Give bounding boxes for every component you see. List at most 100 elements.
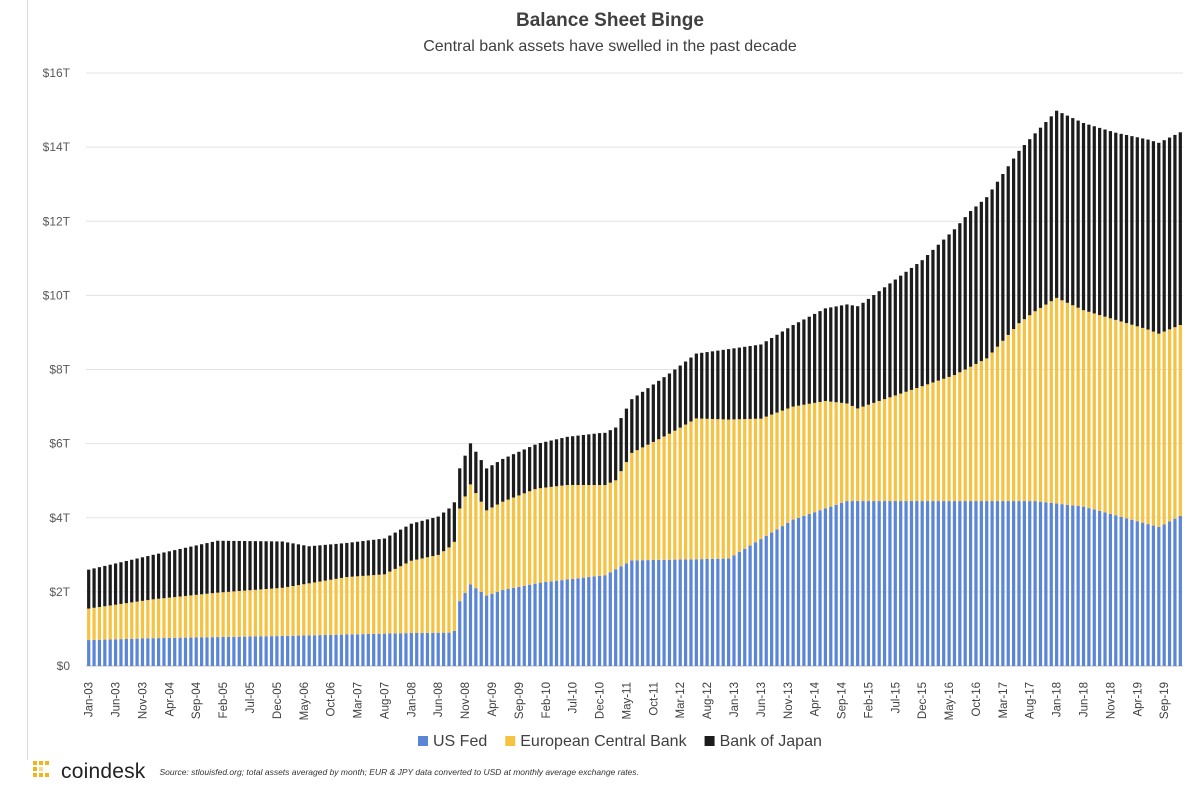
bar-segment <box>942 378 946 502</box>
bar-segment <box>1114 132 1118 320</box>
bar-segment <box>544 441 548 488</box>
bar-segment <box>458 468 462 509</box>
bar-segment <box>877 401 881 502</box>
bar-segment <box>146 556 150 601</box>
bar-segment <box>1028 315 1032 502</box>
bar-segment <box>1167 137 1172 330</box>
bar-segment <box>522 449 526 494</box>
bar-segment <box>1065 115 1069 303</box>
bar-segment <box>737 419 741 553</box>
bar-segment <box>597 485 602 576</box>
bar-segment <box>1006 334 1010 502</box>
bar-segment <box>554 580 559 666</box>
bar-segment <box>657 380 661 440</box>
bar-segment <box>334 578 338 635</box>
bar-segment <box>581 485 586 578</box>
bar-segment <box>210 637 214 666</box>
bar-segment <box>764 535 768 666</box>
bar-segment <box>581 577 586 666</box>
bar-segment <box>269 588 274 637</box>
bar-segment <box>770 532 774 666</box>
bar-segment <box>587 577 591 666</box>
bar-segment <box>302 545 306 585</box>
bar-segment <box>791 406 795 520</box>
bar-segment <box>802 319 806 405</box>
source-note: Source: stlouisfed.org; total assets ave… <box>159 767 639 777</box>
bar-segment <box>1017 323 1021 502</box>
bar-segment <box>888 283 892 398</box>
bar-segment <box>485 510 489 596</box>
chart-subtitle: Central bank assets have swelled in the … <box>423 38 797 55</box>
bar-segment <box>323 580 327 635</box>
bar-segment <box>1044 122 1048 305</box>
bar-segment <box>490 465 494 508</box>
bar-segment <box>501 590 505 666</box>
bar-segment <box>549 486 553 582</box>
bar-segment <box>275 636 279 666</box>
bar-segment <box>560 580 564 666</box>
bar-segment <box>1162 524 1166 666</box>
bar-segment <box>737 347 741 420</box>
bar-segment <box>458 508 462 602</box>
bar-segment <box>1167 329 1172 522</box>
x-tick-label: Oct-11 <box>648 682 660 716</box>
bar-segment <box>108 564 112 606</box>
bar-segment <box>694 353 698 419</box>
bar-segment <box>856 408 860 502</box>
bar-segment <box>226 540 231 592</box>
x-tick-label: Nov-03 <box>137 682 149 719</box>
bar-segment <box>253 589 258 637</box>
bar-segment <box>140 638 145 666</box>
bar-segment <box>269 636 274 666</box>
bar-segment <box>1092 126 1096 314</box>
bar-segment <box>565 485 569 580</box>
bar-segment <box>630 452 634 561</box>
bar-segment <box>963 501 967 666</box>
y-tick-label: $10T <box>43 288 71 302</box>
bar-segment <box>280 635 284 666</box>
x-tick-label: Jan-03 <box>84 682 96 717</box>
bar-segment <box>463 455 467 497</box>
bar-segment <box>780 410 784 527</box>
bar-segment <box>296 635 301 666</box>
bar-segment <box>603 485 607 576</box>
bar-segment <box>398 566 403 634</box>
bar-segment <box>1178 325 1182 516</box>
bar-segment <box>748 346 752 419</box>
bar-segment <box>1103 129 1107 317</box>
bar-segment <box>1119 321 1123 517</box>
bar-segment <box>968 501 973 666</box>
bar-segment <box>920 386 924 502</box>
bar-segment <box>979 361 983 502</box>
bar-segment <box>877 291 881 401</box>
bar-segment <box>1033 311 1037 502</box>
bar-segment <box>952 229 957 376</box>
bar-segment <box>845 403 849 502</box>
bar-segment <box>1103 512 1107 666</box>
bar-segment <box>103 565 107 607</box>
bar-segment <box>764 341 768 417</box>
bar-segment <box>1119 516 1123 666</box>
bar-segment <box>576 435 580 486</box>
bar-segment <box>1146 329 1150 525</box>
bar-segment <box>796 405 801 518</box>
bar-segment <box>108 639 112 666</box>
bar-segment <box>571 436 575 486</box>
bar-segment <box>1178 132 1182 326</box>
bar-segment <box>431 556 435 633</box>
bar-segment <box>931 249 935 383</box>
bar-segment <box>667 559 672 666</box>
bar-segment <box>683 424 688 560</box>
bar-segment <box>775 334 779 413</box>
bar-segment <box>167 637 171 666</box>
bar-segment <box>495 504 499 592</box>
x-tick-label: Jan-13 <box>729 682 741 717</box>
bar-segment <box>882 501 887 666</box>
y-tick-label: $16T <box>43 66 71 80</box>
bar-segment <box>1071 305 1075 506</box>
brand-name: coindesk <box>61 760 146 783</box>
bar-segment <box>958 501 962 666</box>
bar-segment <box>108 605 112 640</box>
bar-segment <box>329 634 333 666</box>
bar-segment <box>1135 521 1139 666</box>
